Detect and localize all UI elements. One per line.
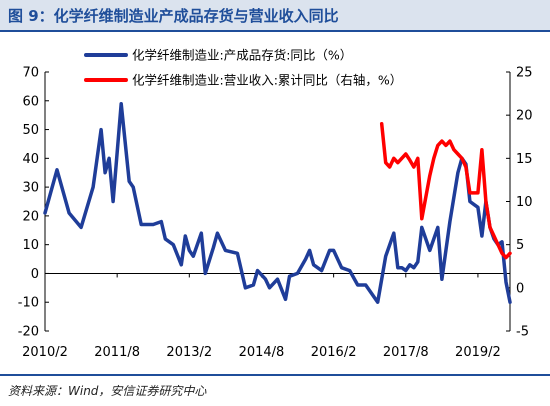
y-left-tick-label: -10 [18,296,39,311]
title-divider [0,30,550,32]
y-right-tick-label: 15 [516,152,533,167]
y-left-tick-label: 70 [22,66,39,81]
y-left-tick-label: 0 [31,267,39,282]
x-tick-label: 2010/2 [22,345,68,360]
title-bar: 图 9：化学纤维制造业产成品存货与营业收入同比 [0,0,550,30]
chart: -20 -10 0 10 20 30 40 50 60 70 -5 0 5 10 15 20 25 2010/2 2… [18,48,533,361]
source-note: 资料来源：Wind，安信证券研究中心 [8,384,207,398]
y-right-tick-label: 0 [516,281,524,296]
y-right-tick-label: 5 [516,238,524,253]
y-right-tick-label: 25 [516,66,533,81]
series-line-2 [379,122,512,260]
legend-label-2: 化学纤维制造业:营业收入:累计同比（右轴，%） [132,73,402,88]
chart-lines [43,101,512,304]
y-right-tick-label: 20 [516,109,533,124]
chart-title: 图 9：化学纤维制造业产成品存货与营业收入同比 [8,7,339,25]
y-left-tick-label: -20 [18,325,39,340]
y-right-tick-label: 10 [516,195,533,210]
x-tick-label: 2013/2 [166,345,212,360]
y-left-tick-label: 10 [22,238,39,253]
x-tick-label: 2011/8 [94,345,140,360]
y-left-tick-label: 50 [22,123,39,138]
x-tick-label: 2019/2 [455,345,501,360]
x-tick-label: 2016/2 [311,345,357,360]
y-left-tick-label: 30 [22,181,39,196]
y-left-tick-label: 40 [22,152,39,167]
chart-axes: -20 -10 0 10 20 30 40 50 60 70 -5 0 5 10 15 20 25 2010/2 2… [18,66,533,361]
chart-legend: 化学纤维制造业:产成品存货:同比（%） 化学纤维制造业:营业收入:累计同比（右轴，… [84,48,402,88]
y-right-tick-label: -5 [516,325,529,340]
x-tick-label: 2017/8 [383,345,429,360]
series-line-1 [43,101,512,304]
y-left-tick-label: 20 [22,209,39,224]
x-tick-label: 2014/8 [239,345,285,360]
y-left-tick-label: 60 [22,94,39,109]
legend-label-1: 化学纤维制造业:产成品存货:同比（%） [132,48,352,63]
footer-divider [0,374,550,376]
